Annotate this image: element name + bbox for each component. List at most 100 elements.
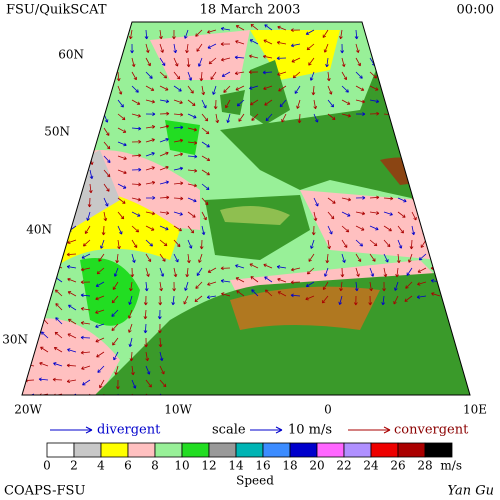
wind-vector — [459, 85, 469, 90]
wind-vector — [341, 211, 351, 217]
wind-vector — [173, 225, 182, 232]
colorbar-tick-label: 6 — [124, 459, 132, 473]
wind-vector — [199, 71, 204, 82]
wind-vector — [95, 337, 105, 343]
wind-vector — [416, 295, 427, 299]
wind-vector — [198, 253, 203, 263]
wind-vector — [159, 351, 164, 362]
wind-vector — [38, 250, 49, 255]
wind-vector — [277, 71, 287, 76]
wind-vector — [89, 141, 94, 152]
wind-vector — [436, 113, 441, 123]
wind-vector — [341, 71, 347, 81]
wind-vector — [187, 239, 193, 249]
wind-vector — [290, 43, 301, 48]
wind-vector — [397, 71, 403, 81]
colorbar-swatch — [46, 442, 75, 458]
map-frame — [21, 21, 471, 396]
wind-vector — [458, 54, 469, 59]
wind-vector — [194, 295, 203, 303]
wind-vector — [117, 85, 123, 95]
wind-vector — [183, 295, 189, 305]
wind-vector — [418, 253, 427, 261]
wind-vector — [327, 99, 334, 108]
wind-vector — [262, 70, 273, 75]
wind-vector — [127, 309, 133, 319]
wind-vector — [290, 267, 301, 272]
wind-vector — [52, 377, 63, 382]
wind-vector — [131, 167, 142, 172]
wind-vector — [187, 113, 197, 119]
wind-vector — [405, 29, 413, 37]
wind-vector — [159, 281, 163, 292]
wind-vector — [406, 267, 413, 276]
wind-vector — [460, 99, 469, 106]
wind-vector — [369, 267, 375, 277]
wind-vector — [382, 281, 386, 292]
wind-vector — [81, 253, 91, 259]
wind-vector — [187, 85, 194, 94]
wind-vector — [207, 29, 217, 34]
wind-vector — [54, 289, 63, 297]
wind-vector — [68, 85, 77, 92]
wind-vector — [420, 71, 427, 80]
wind-vector — [130, 267, 135, 278]
wind-vector — [173, 71, 181, 80]
wind-vector — [431, 71, 441, 77]
wind-vector — [117, 113, 126, 121]
wind-vector — [263, 39, 273, 45]
wind-vector — [173, 138, 184, 143]
wind-vector — [207, 43, 217, 49]
wind-vector — [145, 253, 152, 263]
wind-vector — [445, 25, 455, 31]
wind-vector — [54, 24, 63, 31]
wind-vector — [171, 295, 176, 306]
wind-vector — [341, 85, 349, 93]
wind-vector — [354, 29, 359, 40]
wind-vector — [220, 279, 231, 283]
wind-vector — [26, 303, 35, 311]
wind-vector — [25, 85, 35, 91]
wind-vector — [430, 57, 441, 62]
wind-vector — [355, 195, 366, 200]
lon-labels: 20W 10W 0 10E — [14, 403, 487, 417]
wind-vector — [27, 211, 35, 219]
wind-vector — [184, 29, 189, 39]
wind-vector — [220, 26, 231, 31]
wind-vector — [24, 71, 35, 76]
colorbar-tick-label: 12 — [201, 459, 216, 473]
wind-vector — [144, 281, 149, 292]
wind-vector — [40, 331, 49, 339]
wind-vector — [112, 29, 119, 38]
wind-vector — [114, 365, 119, 375]
wind-vector — [131, 85, 139, 93]
wind-vector — [173, 196, 184, 201]
wind-vector — [29, 127, 35, 137]
wind-vector — [185, 267, 190, 278]
wind-vector — [187, 183, 198, 188]
wind-vector — [461, 289, 469, 297]
wind-vector — [158, 295, 163, 306]
wind-vector — [73, 155, 77, 166]
wind-vector — [173, 166, 184, 171]
wind-vector — [340, 267, 345, 278]
wind-vector — [369, 211, 380, 215]
wind-vector — [117, 211, 125, 220]
wind-vector — [40, 276, 49, 283]
colorbar-swatch — [235, 442, 264, 458]
lon-label: 20W — [14, 403, 42, 417]
wind-vector — [187, 99, 196, 106]
wind-vector — [383, 71, 391, 80]
wind-vector — [11, 293, 20, 296]
wind-vector — [397, 225, 404, 234]
wind-vector — [313, 99, 318, 110]
wind-vector — [16, 100, 20, 108]
wind-vector — [116, 379, 120, 390]
wind-vector — [143, 295, 148, 306]
wind-vector — [221, 292, 231, 297]
colorbar-tick-label: 0 — [43, 459, 51, 473]
wind-vector — [117, 127, 127, 133]
wind-vector — [18, 184, 21, 193]
wind-vector — [145, 166, 155, 171]
wind-vector — [251, 113, 259, 121]
